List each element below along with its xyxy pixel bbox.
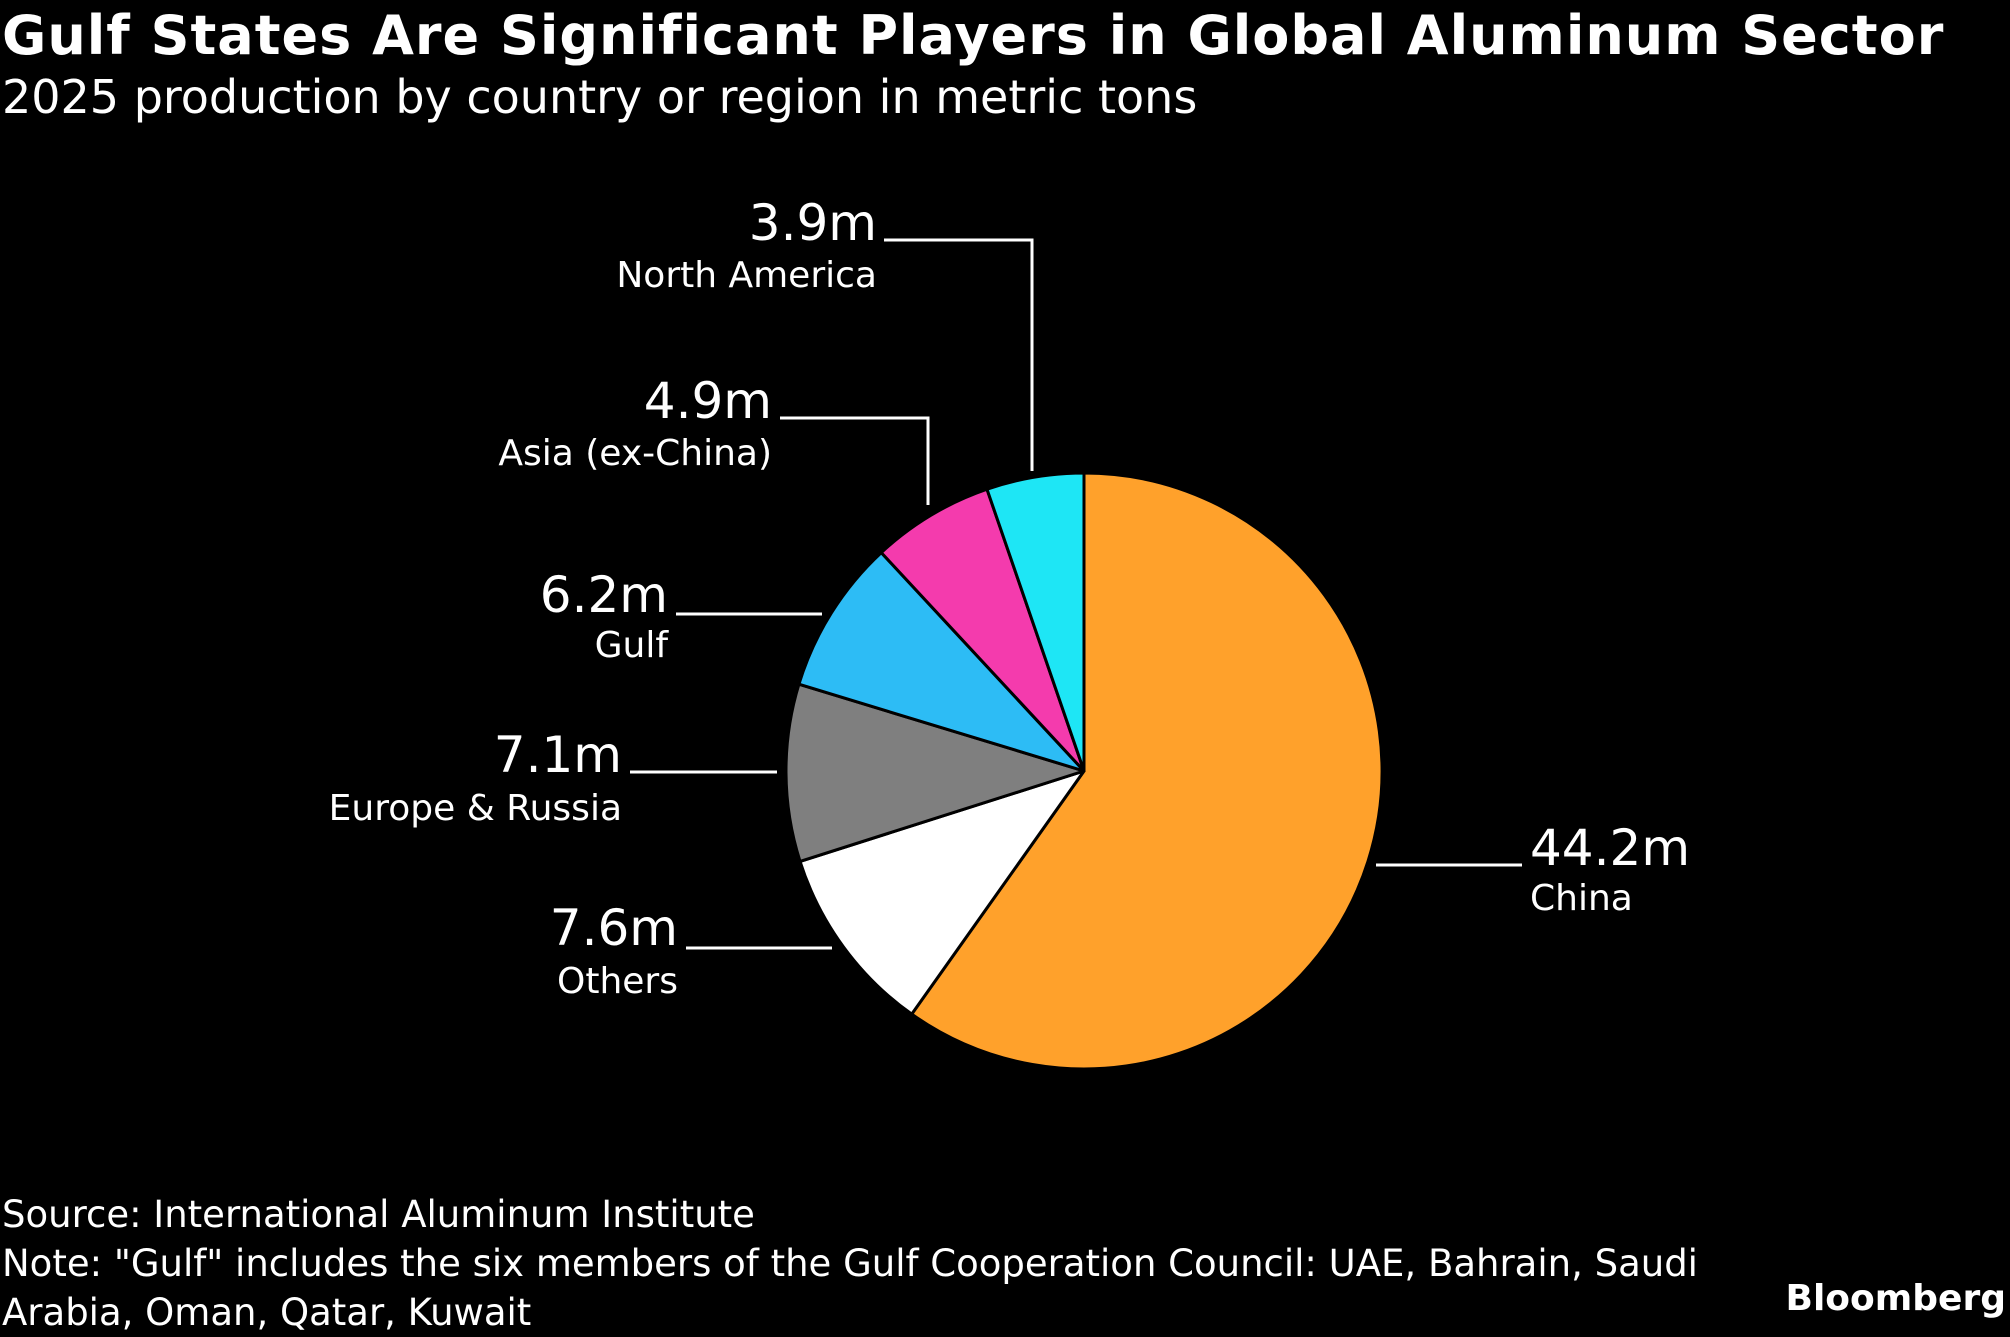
category-label-gulf: Gulf: [595, 625, 670, 666]
category-label-others: Others: [557, 961, 678, 1002]
note-text: Note: "Gulf" includes the six members of…: [2, 1242, 1698, 1334]
bloomberg-logo: Bloomberg: [1785, 1278, 2006, 1319]
pie-slice-china: [910, 471, 1384, 1071]
footer: Source: International Aluminum Institute…: [2, 1190, 1762, 1337]
category-label-europe-russia: Europe & Russia: [329, 788, 622, 829]
pie-slice-europe-russia: [784, 682, 1086, 863]
value-label-north-america: 3.9m: [749, 194, 877, 252]
chart-subtitle: 2025 production by country or region in …: [2, 70, 1198, 124]
value-label-gulf: 6.2m: [540, 566, 668, 624]
leader-line-asia-ex-china: [780, 416, 930, 505]
label-leader-lines: [630, 238, 1522, 950]
value-label-others: 7.6m: [550, 899, 678, 957]
source-text: Source: International Aluminum Institute: [2, 1193, 755, 1236]
leader-line-north-america: [884, 238, 1034, 471]
value-label-asia-ex-china: 4.9m: [644, 372, 772, 430]
category-label-north-america: North America: [616, 255, 877, 296]
category-label-china: China: [1530, 878, 1633, 919]
chart-title: Gulf States Are Significant Players in G…: [2, 4, 1945, 67]
pie-slice-asia-ex-china: [879, 487, 1086, 773]
pie-slices: [784, 471, 1384, 1071]
value-label-china: 44.2m: [1530, 819, 1690, 877]
category-label-asia-ex-china: Asia (ex-China): [498, 433, 772, 474]
pie-slice-gulf: [797, 551, 1086, 773]
pie-slice-others: [798, 769, 1086, 1016]
pie-slice-north-america: [985, 471, 1086, 773]
value-label-europe-russia: 7.1m: [494, 726, 622, 784]
